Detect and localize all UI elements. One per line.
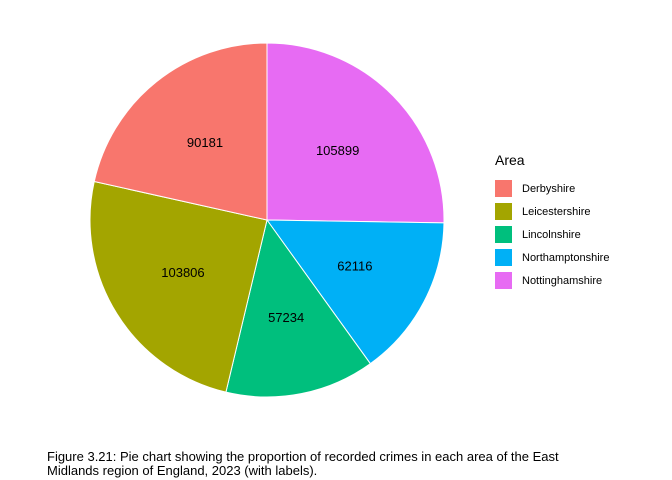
slice-value-label-northamptonshire: 62116 — [337, 258, 372, 273]
legend-item-derbyshire: Derbyshire — [495, 177, 609, 200]
legend-item-northamptonshire: Northamptonshire — [495, 246, 609, 269]
slice-value-label-derbyshire: 90181 — [187, 135, 223, 150]
legend-label: Lincolnshire — [522, 228, 581, 241]
legend-key-swatch — [495, 203, 512, 220]
legend-title: Area — [495, 152, 525, 168]
legend-key-swatch — [495, 249, 512, 266]
legend-item-nottinghamshire: Nottinghamshire — [495, 269, 609, 292]
legend-item-leicestershire: Leicestershire — [495, 200, 609, 223]
legend-label: Nottinghamshire — [522, 274, 603, 287]
legend-items: Derbyshire Leicestershire Lincolnshire Nort… — [495, 177, 609, 292]
legend-key-swatch — [495, 272, 512, 289]
legend-label: Leicestershire — [522, 205, 591, 218]
legend-label: Derbyshire — [522, 182, 576, 195]
legend-key-swatch — [495, 180, 512, 197]
legend-key-swatch — [495, 226, 512, 243]
slice-value-label-leicestershire: 103806 — [161, 265, 204, 280]
legend: Area Derbyshire Leicestershire Lincolnshir… — [495, 152, 609, 292]
slice-value-label-lincolnshire: 57234 — [268, 310, 304, 325]
legend-item-lincolnshire: Lincolnshire — [495, 223, 609, 246]
slice-value-label-nottinghamshire: 105899 — [316, 143, 359, 158]
pie-slice-lincolnshire — [225, 218, 372, 398]
pie-chart: 105899 62116 57234 103806 90181 — [89, 42, 445, 398]
pie-slice-leicestershire — [89, 180, 268, 393]
legend-label: Northamptonshire — [522, 251, 610, 264]
pie-slice-nottinghamshire — [266, 42, 445, 224]
pie-slice-derbyshire — [93, 42, 268, 221]
pie-slices — [89, 42, 445, 398]
figure-caption: Figure 3.21: Pie chart showing the propo… — [47, 449, 559, 478]
pie-slice-labels: 105899 62116 57234 103806 90181 — [161, 135, 372, 325]
pie-slice-northamptonshire — [266, 219, 445, 365]
